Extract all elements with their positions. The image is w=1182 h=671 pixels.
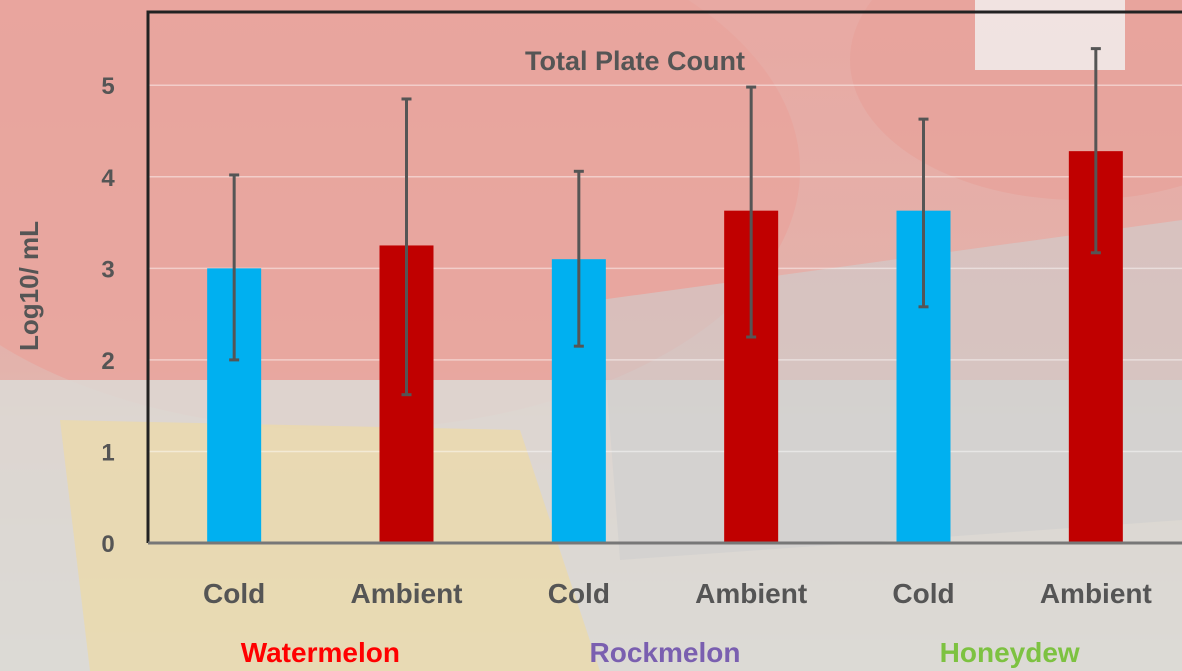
- y-axis-label: Log10/ mL: [14, 221, 44, 351]
- y-tick-label: 0: [101, 531, 114, 558]
- x-tick-label: Cold: [548, 578, 610, 609]
- y-tick-label: 2: [101, 348, 114, 375]
- x-tick-label: Ambient: [351, 578, 463, 609]
- group-labels: Watermelon Rockmelon Honeydew: [241, 637, 1080, 668]
- bars: [207, 151, 1123, 543]
- plot-border: [146, 10, 1182, 543]
- chart-title: Total Plate Count: [525, 46, 745, 76]
- x-tick-label: Cold: [892, 578, 954, 609]
- y-tick-labels: 0 1 2 3 4 5: [101, 73, 115, 558]
- y-tick-label: 3: [101, 256, 114, 283]
- x-tick-label: Ambient: [695, 578, 807, 609]
- error-bars: [229, 47, 1101, 397]
- y-tick-label: 1: [101, 439, 114, 466]
- y-tick-label: 5: [101, 73, 114, 100]
- group-label-rockmelon: Rockmelon: [590, 637, 741, 668]
- x-tick-label: Cold: [203, 578, 265, 609]
- group-label-honeydew: Honeydew: [940, 637, 1080, 668]
- y-tick-label: 4: [101, 165, 115, 192]
- x-tick-label: Ambient: [1040, 578, 1152, 609]
- plot-frame: [146, 10, 1182, 545]
- x-tick-labels: Cold Ambient Cold Ambient Cold Ambient: [203, 578, 1152, 609]
- group-label-watermelon: Watermelon: [241, 637, 400, 668]
- gridlines: [148, 84, 1182, 453]
